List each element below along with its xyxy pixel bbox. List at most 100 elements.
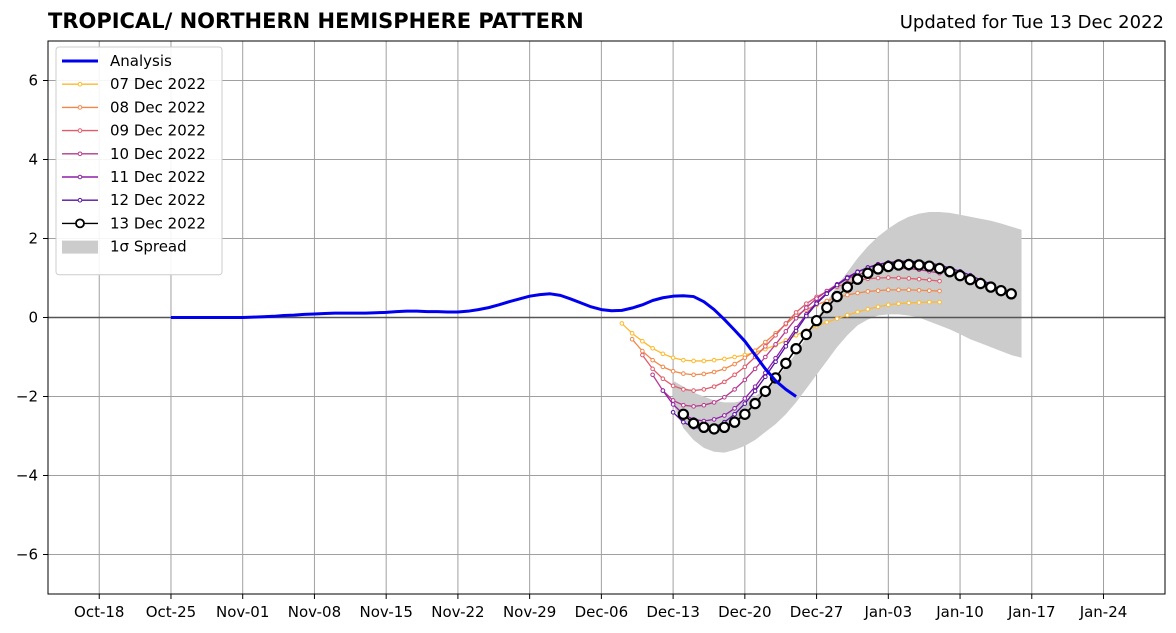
data-point bbox=[793, 310, 799, 315]
data-point bbox=[691, 404, 696, 409]
data-point bbox=[875, 288, 881, 293]
data-point bbox=[742, 396, 748, 401]
data-point bbox=[862, 267, 874, 279]
legend-marker bbox=[77, 81, 83, 87]
y-tick-label: −2 bbox=[16, 388, 38, 406]
y-tick-label: −4 bbox=[16, 467, 38, 485]
x-tick-label: Oct-18 bbox=[74, 603, 124, 621]
data-point bbox=[800, 328, 813, 341]
data-point bbox=[722, 413, 727, 418]
data-point bbox=[742, 355, 748, 361]
data-point bbox=[903, 258, 915, 271]
y-tick-label: 4 bbox=[28, 151, 38, 169]
x-tick-label: Nov-15 bbox=[359, 603, 412, 621]
data-point bbox=[821, 301, 833, 314]
data-point bbox=[927, 299, 932, 305]
legend-swatch bbox=[62, 240, 98, 254]
data-point bbox=[937, 278, 942, 284]
data-point bbox=[722, 379, 727, 385]
data-point bbox=[793, 328, 799, 334]
data-point bbox=[865, 306, 871, 312]
data-point bbox=[906, 276, 912, 281]
data-point bbox=[974, 277, 987, 290]
data-point bbox=[708, 423, 720, 435]
data-point bbox=[660, 376, 666, 382]
data-point bbox=[722, 356, 727, 362]
data-point bbox=[752, 366, 758, 372]
data-point bbox=[629, 336, 635, 342]
data-point bbox=[985, 281, 997, 293]
legend-entry: 11 Dec 2022 bbox=[62, 168, 206, 186]
legend-label: 11 Dec 2022 bbox=[110, 168, 206, 186]
data-point bbox=[875, 304, 881, 310]
data-point bbox=[732, 411, 737, 417]
data-point bbox=[845, 312, 850, 318]
data-point bbox=[660, 351, 666, 357]
data-point bbox=[732, 406, 737, 411]
data-point bbox=[650, 346, 655, 351]
data-point bbox=[670, 410, 676, 415]
data-point bbox=[640, 352, 645, 358]
data-point bbox=[701, 358, 707, 364]
data-point bbox=[732, 372, 737, 378]
data-point bbox=[906, 287, 912, 293]
data-point bbox=[906, 300, 912, 306]
data-point bbox=[804, 301, 809, 306]
x-tick-label: Nov-22 bbox=[431, 603, 484, 621]
y-tick-label: 0 bbox=[28, 309, 38, 327]
data-point bbox=[896, 287, 901, 293]
x-tick-label: Dec-06 bbox=[575, 603, 629, 621]
data-point bbox=[711, 369, 717, 375]
x-tick-label: Jan-17 bbox=[1007, 603, 1056, 621]
data-point bbox=[681, 371, 686, 376]
data-point bbox=[896, 301, 901, 306]
y-tick-label: 2 bbox=[28, 230, 38, 248]
y-tick-label: 6 bbox=[28, 72, 38, 90]
data-point bbox=[711, 357, 717, 363]
data-point bbox=[763, 374, 768, 380]
data-point bbox=[855, 309, 860, 315]
x-tick-label: Dec-13 bbox=[646, 603, 700, 621]
x-tick-label: Jan-10 bbox=[935, 603, 984, 621]
y-tick-label: −6 bbox=[16, 546, 38, 564]
legend-entry: 10 Dec 2022 bbox=[62, 145, 206, 163]
legend-box bbox=[55, 46, 223, 276]
legend-marker bbox=[77, 128, 83, 133]
data-point bbox=[681, 357, 686, 363]
data-point bbox=[670, 368, 676, 374]
analysis-series bbox=[170, 292, 797, 398]
data-point bbox=[886, 302, 891, 308]
data-point bbox=[886, 287, 891, 293]
x-tick-label: Nov-01 bbox=[216, 603, 269, 621]
chart-title: TROPICAL/ NORTHERN HEMISPHERE PATTERN bbox=[48, 9, 584, 33]
data-point bbox=[773, 359, 778, 365]
data-point bbox=[1005, 288, 1017, 300]
data-point bbox=[650, 366, 655, 372]
data-point bbox=[814, 296, 819, 301]
data-point bbox=[691, 358, 696, 364]
x-tick-label: Oct-25 bbox=[146, 603, 196, 621]
data-point bbox=[841, 281, 854, 293]
data-point bbox=[927, 277, 932, 283]
data-point bbox=[728, 416, 741, 428]
data-point bbox=[722, 394, 727, 400]
data-point bbox=[670, 383, 676, 389]
data-point bbox=[640, 338, 645, 344]
data-point bbox=[824, 291, 830, 297]
data-point bbox=[691, 388, 696, 393]
data-point bbox=[964, 273, 976, 286]
x-tick-label: Jan-03 bbox=[863, 603, 912, 621]
data-point bbox=[752, 388, 758, 394]
data-point bbox=[722, 366, 727, 372]
data-point bbox=[718, 421, 731, 434]
data-point bbox=[701, 387, 707, 392]
data-point bbox=[937, 288, 942, 294]
legend-entry: 09 Dec 2022 bbox=[62, 122, 206, 140]
data-point bbox=[851, 273, 864, 285]
legend-marker bbox=[77, 174, 83, 180]
data-point bbox=[933, 262, 946, 275]
data-point bbox=[691, 372, 696, 378]
data-point bbox=[916, 287, 922, 293]
data-point bbox=[892, 259, 905, 271]
data-point bbox=[810, 314, 823, 327]
